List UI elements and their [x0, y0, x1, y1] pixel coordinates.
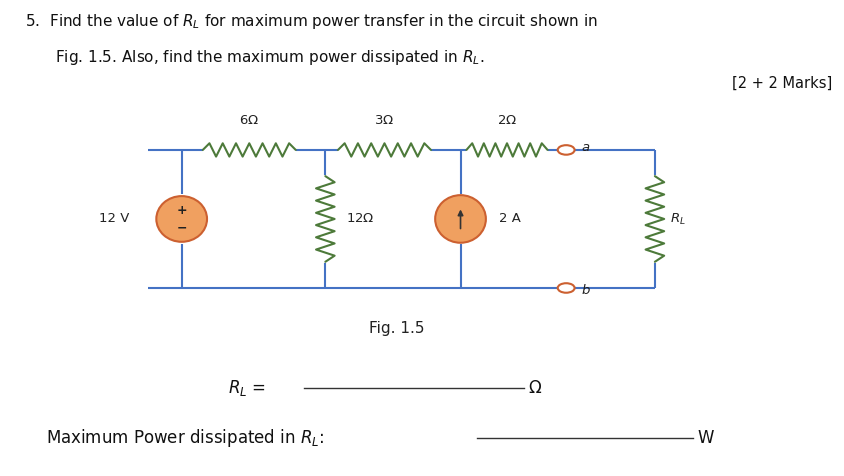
Text: Fig. 1.5. Also, find the maximum power dissipated in $R_L$.: Fig. 1.5. Also, find the maximum power d… [55, 48, 484, 67]
Text: 3$\Omega$: 3$\Omega$ [374, 114, 394, 127]
Circle shape [557, 145, 574, 155]
Text: 5.  Find the value of $R_L$ for maximum power transfer in the circuit shown in: 5. Find the value of $R_L$ for maximum p… [25, 12, 598, 31]
Text: W: W [696, 429, 713, 447]
Text: 6$\Omega$: 6$\Omega$ [239, 114, 259, 127]
Text: 12$\Omega$: 12$\Omega$ [345, 212, 374, 226]
Text: Fig. 1.5: Fig. 1.5 [369, 321, 425, 336]
Text: a: a [581, 141, 589, 154]
Circle shape [557, 283, 574, 293]
Text: 2 A: 2 A [499, 212, 521, 226]
Text: $R_L$ =: $R_L$ = [228, 378, 268, 398]
Ellipse shape [435, 195, 485, 243]
Text: +: + [176, 204, 187, 217]
Text: 12 V: 12 V [99, 212, 129, 226]
Text: −: − [176, 222, 187, 235]
Text: b: b [581, 284, 589, 297]
Text: [2 + 2 Marks]: [2 + 2 Marks] [731, 76, 831, 91]
Text: Maximum Power dissipated in $R_L$:: Maximum Power dissipated in $R_L$: [46, 427, 325, 449]
Text: $\Omega$: $\Omega$ [528, 379, 542, 397]
Ellipse shape [156, 196, 207, 242]
Text: $R_L$: $R_L$ [669, 211, 685, 227]
Text: 2$\Omega$: 2$\Omega$ [496, 114, 517, 127]
